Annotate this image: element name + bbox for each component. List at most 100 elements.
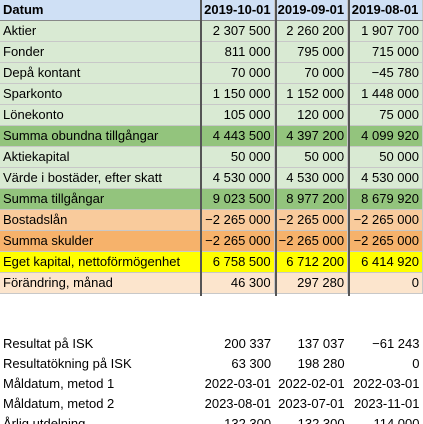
cell-value[interactable]: 795 000 [274, 41, 349, 63]
row-label[interactable]: Måldatum, metod 1 [0, 374, 201, 394]
table-row: Eget kapital, nettoförmögenhet 6 758 500 6… [0, 251, 423, 273]
cell-value[interactable]: 9 023 500 [200, 188, 275, 210]
row-label[interactable] [0, 314, 201, 334]
cell-value[interactable]: 4 099 920 [347, 125, 423, 147]
row-label[interactable]: Sparkonto [0, 83, 202, 105]
cell-value[interactable]: 2023-07-01 [274, 394, 348, 414]
cell-value[interactable]: 297 280 [274, 272, 349, 294]
cell-value[interactable]: 6 758 500 [200, 251, 275, 273]
cell-value[interactable]: 4 530 000 [200, 167, 275, 189]
row-label[interactable]: Förändring, månad [0, 272, 202, 294]
cell-value[interactable]: 198 280 [274, 354, 348, 374]
cell-value[interactable]: 8 977 200 [274, 188, 349, 210]
cell-value[interactable]: 70 000 [200, 62, 275, 84]
cell-value[interactable] [347, 314, 423, 334]
cell-value[interactable]: 2022-03-01 [347, 374, 423, 394]
table-row: Årlig utdelning 132 300 132 300 114 000 [0, 414, 423, 424]
cell-value[interactable]: 120 000 [274, 104, 349, 126]
row-label[interactable]: Fonder [0, 41, 202, 63]
cell-value[interactable]: 0 [347, 272, 423, 294]
cell-value[interactable]: 0 [347, 354, 423, 374]
cell-value[interactable]: 50 000 [200, 146, 275, 168]
cell-value[interactable]: 50 000 [347, 146, 423, 168]
row-label[interactable]: Bostadslån [0, 209, 202, 231]
cell-value[interactable]: 114 000 [347, 414, 423, 424]
cell-value[interactable]: −2 265 000 [200, 209, 275, 231]
cell-value[interactable]: 50 000 [274, 146, 349, 168]
row-label[interactable]: Eget kapital, nettoförmögenhet [0, 251, 202, 273]
row-label[interactable]: Värde i bostäder, efter skatt [0, 167, 202, 189]
row-label[interactable]: Depå kontant [0, 62, 202, 84]
table-row: Sparkonto 1 150 000 1 152 000 1 448 000 [0, 83, 423, 105]
cell-value[interactable] [274, 293, 348, 314]
table-row: Resultat på ISK 200 337 137 037 −61 243 [0, 334, 423, 354]
cell-value[interactable]: 4 443 500 [200, 125, 275, 147]
cell-value[interactable]: 2019-08-01 [347, 0, 423, 21]
row-label[interactable] [0, 293, 201, 314]
cell-value[interactable]: 63 300 [200, 354, 275, 374]
row-label[interactable]: Resultatökning på ISK [0, 354, 201, 374]
cell-value[interactable]: 6 712 200 [274, 251, 349, 273]
column-divider [275, 0, 277, 296]
cell-value[interactable] [200, 293, 275, 314]
row-label[interactable]: Aktier [0, 20, 202, 42]
cell-value[interactable]: 1 907 700 [347, 20, 423, 42]
cell-value[interactable]: 2 260 200 [274, 20, 349, 42]
row-label[interactable]: Lönekonto [0, 104, 202, 126]
table-row: Summa tillgångar 9 023 500 8 977 200 8 679 … [0, 188, 423, 210]
row-label[interactable]: Måldatum, metod 2 [0, 394, 201, 414]
header-row: Datum 2019-10-01 2019-09-01 2019-08-01 [0, 0, 423, 21]
cell-value[interactable]: 1 152 000 [274, 83, 349, 105]
cell-value[interactable]: −2 265 000 [274, 230, 349, 252]
cell-value[interactable]: 811 000 [200, 41, 275, 63]
cell-value[interactable]: 137 037 [274, 334, 348, 354]
table-row: Depå kontant 70 000 70 000 −45 780 [0, 62, 423, 84]
cell-value[interactable]: 4 397 200 [274, 125, 349, 147]
row-label[interactable]: Resultat på ISK [0, 334, 201, 354]
cell-value[interactable]: 2019-09-01 [274, 0, 349, 21]
cell-value[interactable]: 8 679 920 [347, 188, 423, 210]
blank-row [0, 293, 423, 314]
cell-value[interactable]: 2019-10-01 [200, 0, 275, 21]
cell-value[interactable]: 4 530 000 [347, 167, 423, 189]
cell-value[interactable]: −61 243 [347, 334, 423, 354]
cell-value[interactable] [274, 314, 348, 334]
row-label[interactable]: Datum [0, 0, 202, 21]
cell-value[interactable]: 4 530 000 [274, 167, 349, 189]
cell-value[interactable]: 75 000 [347, 104, 423, 126]
row-label[interactable]: Summa tillgångar [0, 188, 202, 210]
row-label[interactable]: Summa skulder [0, 230, 202, 252]
cell-value[interactable]: 6 414 920 [347, 251, 423, 273]
cell-value[interactable] [200, 314, 275, 334]
cell-value[interactable]: 2022-02-01 [274, 374, 348, 394]
cell-value[interactable]: 70 000 [274, 62, 349, 84]
cell-value[interactable]: 200 337 [200, 334, 275, 354]
cell-value[interactable]: 1 150 000 [200, 83, 275, 105]
table-row: Värde i bostäder, efter skatt 4 530 000 4 … [0, 167, 423, 189]
cell-value[interactable]: −45 780 [347, 62, 423, 84]
cell-value[interactable]: 46 300 [200, 272, 275, 294]
cell-value[interactable]: 2 307 500 [200, 20, 275, 42]
table-row: Måldatum, metod 1 2022-03-01 2022-02-01 202… [0, 374, 423, 394]
table-row: Bostadslån −2 265 000 −2 265 000 −2 265 000 [0, 209, 423, 231]
cell-value[interactable]: −2 265 000 [347, 209, 423, 231]
cell-value[interactable]: 105 000 [200, 104, 275, 126]
table-row: Fonder 811 000 795 000 715 000 [0, 41, 423, 63]
cell-value[interactable]: −2 265 000 [274, 209, 349, 231]
cell-value[interactable]: 2023-08-01 [200, 394, 275, 414]
cell-value[interactable]: 132 300 [274, 414, 348, 424]
cell-value[interactable]: −2 265 000 [347, 230, 423, 252]
cell-value[interactable]: 715 000 [347, 41, 423, 63]
cell-value[interactable]: 2023-11-01 [347, 394, 423, 414]
cell-value[interactable]: 1 448 000 [347, 83, 423, 105]
cell-value[interactable]: 2022-03-01 [200, 374, 275, 394]
cell-value[interactable]: −2 265 000 [200, 230, 275, 252]
cell-value[interactable] [347, 293, 423, 314]
table-row: Förändring, månad 46 300 297 280 0 [0, 272, 423, 294]
cell-value[interactable]: 132 300 [200, 414, 275, 424]
row-label[interactable]: Årlig utdelning [0, 414, 201, 424]
row-label[interactable]: Summa obundna tillgångar [0, 125, 202, 147]
row-label[interactable]: Aktiekapital [0, 146, 202, 168]
